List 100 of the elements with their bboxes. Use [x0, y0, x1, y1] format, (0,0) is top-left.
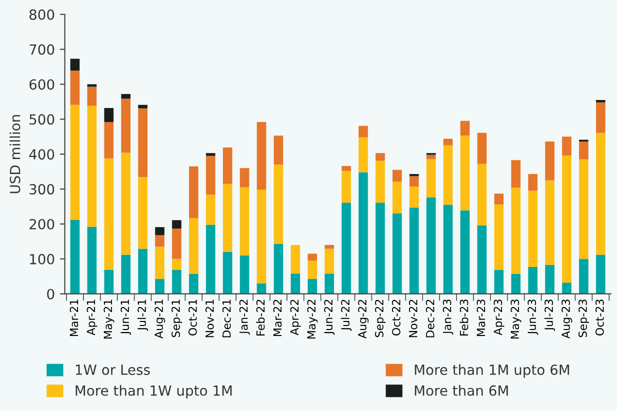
legend-label: More than 6M: [414, 385, 508, 396]
bar: [562, 282, 572, 294]
bar: [274, 164, 284, 244]
x-tick-label: Mar-22: [273, 300, 282, 336]
bar: [443, 204, 453, 294]
bar: [308, 278, 318, 294]
bar: [342, 170, 351, 203]
bar: [545, 142, 554, 180]
bar: [562, 156, 572, 283]
x-tick-label: Oct-21: [188, 300, 197, 336]
bar: [358, 137, 368, 172]
bar: [426, 159, 436, 198]
x-tick-label: Oct-22: [392, 300, 400, 336]
bar: [426, 154, 436, 160]
bar: [104, 108, 114, 122]
bar: [392, 170, 402, 182]
bar: [189, 274, 198, 294]
x-tick-label: Apr-22: [290, 300, 301, 336]
bar: [256, 122, 266, 190]
bar: [104, 270, 114, 294]
bar: [138, 108, 148, 178]
bar: [155, 235, 164, 247]
y-tick-label: 800: [29, 9, 54, 20]
legend-label: More than 1M upto 6M: [414, 364, 570, 378]
bar: [528, 266, 538, 294]
bar: [172, 228, 182, 259]
bar: [308, 260, 318, 279]
x-tick-label: Nov-22: [408, 300, 418, 338]
bar: [494, 270, 504, 294]
x-tick-label: Apr-21: [86, 300, 98, 336]
bar: [138, 177, 148, 249]
bar: [274, 136, 284, 165]
bar: [511, 160, 521, 188]
legend-label: 1W or Less: [76, 364, 150, 376]
bar: [121, 98, 130, 153]
y-tick-label: 200: [30, 218, 54, 230]
bar: [87, 226, 97, 294]
bar: [596, 100, 606, 102]
bar: [426, 197, 436, 294]
bar: [206, 194, 216, 225]
x-tick-label: Jun-21: [120, 300, 132, 335]
x-tick-label: Jun-23: [528, 300, 538, 335]
bar: [70, 58, 80, 71]
bar: [511, 274, 521, 294]
y-tick-label: 400: [29, 149, 54, 160]
x-tick-label: Mar-21: [70, 300, 78, 336]
bar: [87, 106, 97, 227]
bar: [376, 153, 385, 161]
bar: [443, 145, 453, 205]
bar: [70, 220, 80, 294]
x-tick-label: May-21: [104, 300, 114, 339]
x-tick-label: Jul-22: [340, 300, 352, 331]
bar: [70, 104, 80, 220]
bar: [256, 283, 266, 294]
bar: [579, 159, 588, 259]
bar: [376, 160, 385, 203]
bar: [240, 255, 250, 294]
bar: [342, 202, 351, 294]
bar: [206, 224, 216, 294]
bar: [138, 104, 148, 108]
bar: [494, 194, 504, 204]
x-tick-label: Jul-21: [137, 300, 148, 331]
bar: [222, 184, 232, 252]
bar: [528, 174, 538, 191]
bar: [121, 254, 130, 294]
bar: [222, 252, 232, 294]
y-tick-label: 100: [30, 254, 54, 264]
bar: [579, 142, 588, 160]
bar: [392, 214, 402, 294]
y-tick-label: 0: [47, 288, 54, 300]
bar: [342, 166, 351, 171]
bar: [358, 126, 368, 138]
bar: [358, 172, 368, 294]
bar: [121, 94, 130, 99]
bar: [189, 166, 198, 218]
bar: [477, 132, 487, 164]
bar: [545, 264, 554, 294]
bar: [155, 278, 164, 294]
bar: [240, 187, 250, 256]
x-tick-label: Dec-21: [222, 300, 231, 338]
bar: [494, 204, 504, 270]
y-tick-label: 500: [30, 114, 54, 125]
bar: [121, 152, 130, 255]
bar: [596, 132, 606, 255]
bar: [528, 190, 538, 267]
bar: [376, 202, 385, 294]
bar: [460, 136, 470, 210]
bar: [104, 122, 114, 158]
bar: [274, 244, 284, 294]
bar: [222, 147, 232, 184]
bar: [206, 153, 216, 156]
x-tick-label: Oct-23: [595, 300, 604, 336]
bar: [579, 258, 588, 294]
bar: [409, 186, 419, 208]
x-tick-label: Mar-23: [476, 300, 486, 336]
x-tick-label: Nov-21: [205, 300, 214, 338]
x-tick-label: Dec-22: [426, 300, 434, 338]
x-tick-label: May-22: [307, 300, 318, 339]
x-tick-label: May-23: [510, 300, 522, 339]
x-tick-label: Jul-23: [544, 300, 556, 331]
